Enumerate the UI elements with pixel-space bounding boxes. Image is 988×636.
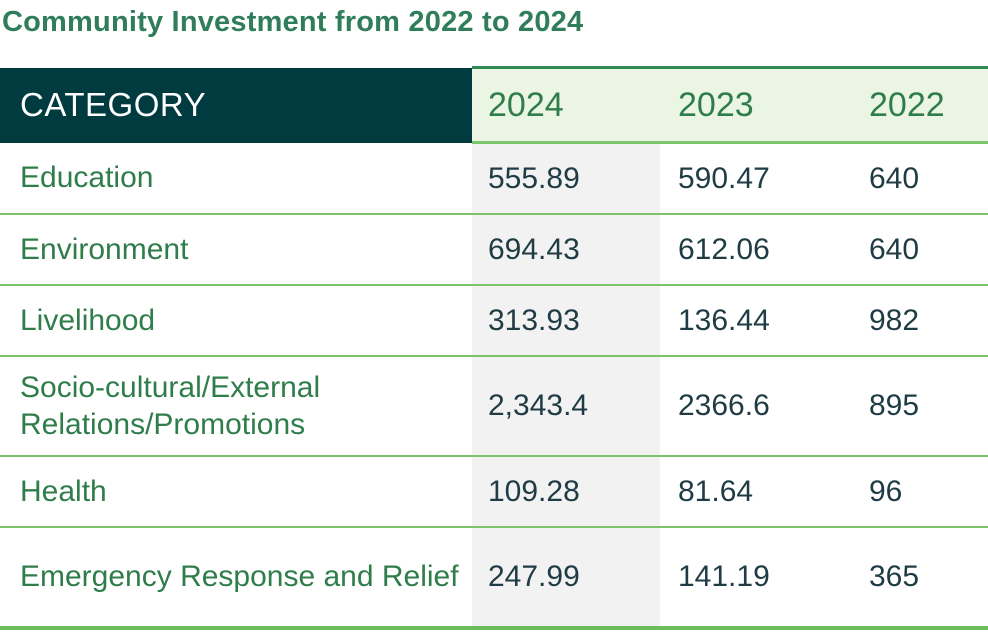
category-cell: Socio-cultural/External Relations/Promot… <box>0 356 472 457</box>
value-2023-cell: 136.44 <box>660 285 849 357</box>
community-investment-table: CATEGORY 2024 2023 2022 Education 555.89… <box>0 66 988 630</box>
value-2022-cell: 365 <box>849 527 988 630</box>
category-cell: Emergency Response and Relief <box>0 527 472 630</box>
header-year-2024: 2024 <box>472 66 660 144</box>
value-2024-cell: 109.28 <box>472 456 660 528</box>
value-2023-cell: 81.64 <box>660 456 849 528</box>
page-title: Community Investment from 2022 to 2024 <box>2 6 584 38</box>
category-cell: Health <box>0 456 472 528</box>
value-2023-cell: 612.06 <box>660 214 849 286</box>
header-category: CATEGORY <box>0 67 472 143</box>
value-2024-cell: 247.99 <box>472 527 660 630</box>
value-2023-cell: 141.19 <box>660 527 849 630</box>
value-2024-cell: 555.89 <box>472 142 660 215</box>
table-header-row: CATEGORY 2024 2023 2022 <box>0 66 988 144</box>
header-year-2023: 2023 <box>660 66 849 144</box>
value-2024-cell: 694.43 <box>472 214 660 286</box>
value-2023-cell: 2366.6 <box>660 356 849 457</box>
table-row: Environment 694.43 612.06 640 <box>0 214 988 286</box>
value-2024-cell: 313.93 <box>472 285 660 357</box>
table-row: Education 555.89 590.47 640 <box>0 142 988 215</box>
value-2022-cell: 982 <box>849 285 988 357</box>
table-row: Health 109.28 81.64 96 <box>0 456 988 528</box>
table-row: Emergency Response and Relief 247.99 141… <box>0 527 988 630</box>
value-2022-cell: 96 <box>849 456 988 528</box>
category-cell: Environment <box>0 214 472 286</box>
value-2022-cell: 895 <box>849 356 988 457</box>
value-2022-cell: 640 <box>849 142 988 215</box>
value-2023-cell: 590.47 <box>660 142 849 215</box>
table-row: Socio-cultural/External Relations/Promot… <box>0 356 988 457</box>
header-year-2022: 2022 <box>849 66 988 144</box>
category-cell: Livelihood <box>0 285 472 357</box>
value-2024-cell: 2,343.4 <box>472 356 660 457</box>
value-2022-cell: 640 <box>849 214 988 286</box>
table-row: Livelihood 313.93 136.44 982 <box>0 285 988 357</box>
category-cell: Education <box>0 142 472 215</box>
